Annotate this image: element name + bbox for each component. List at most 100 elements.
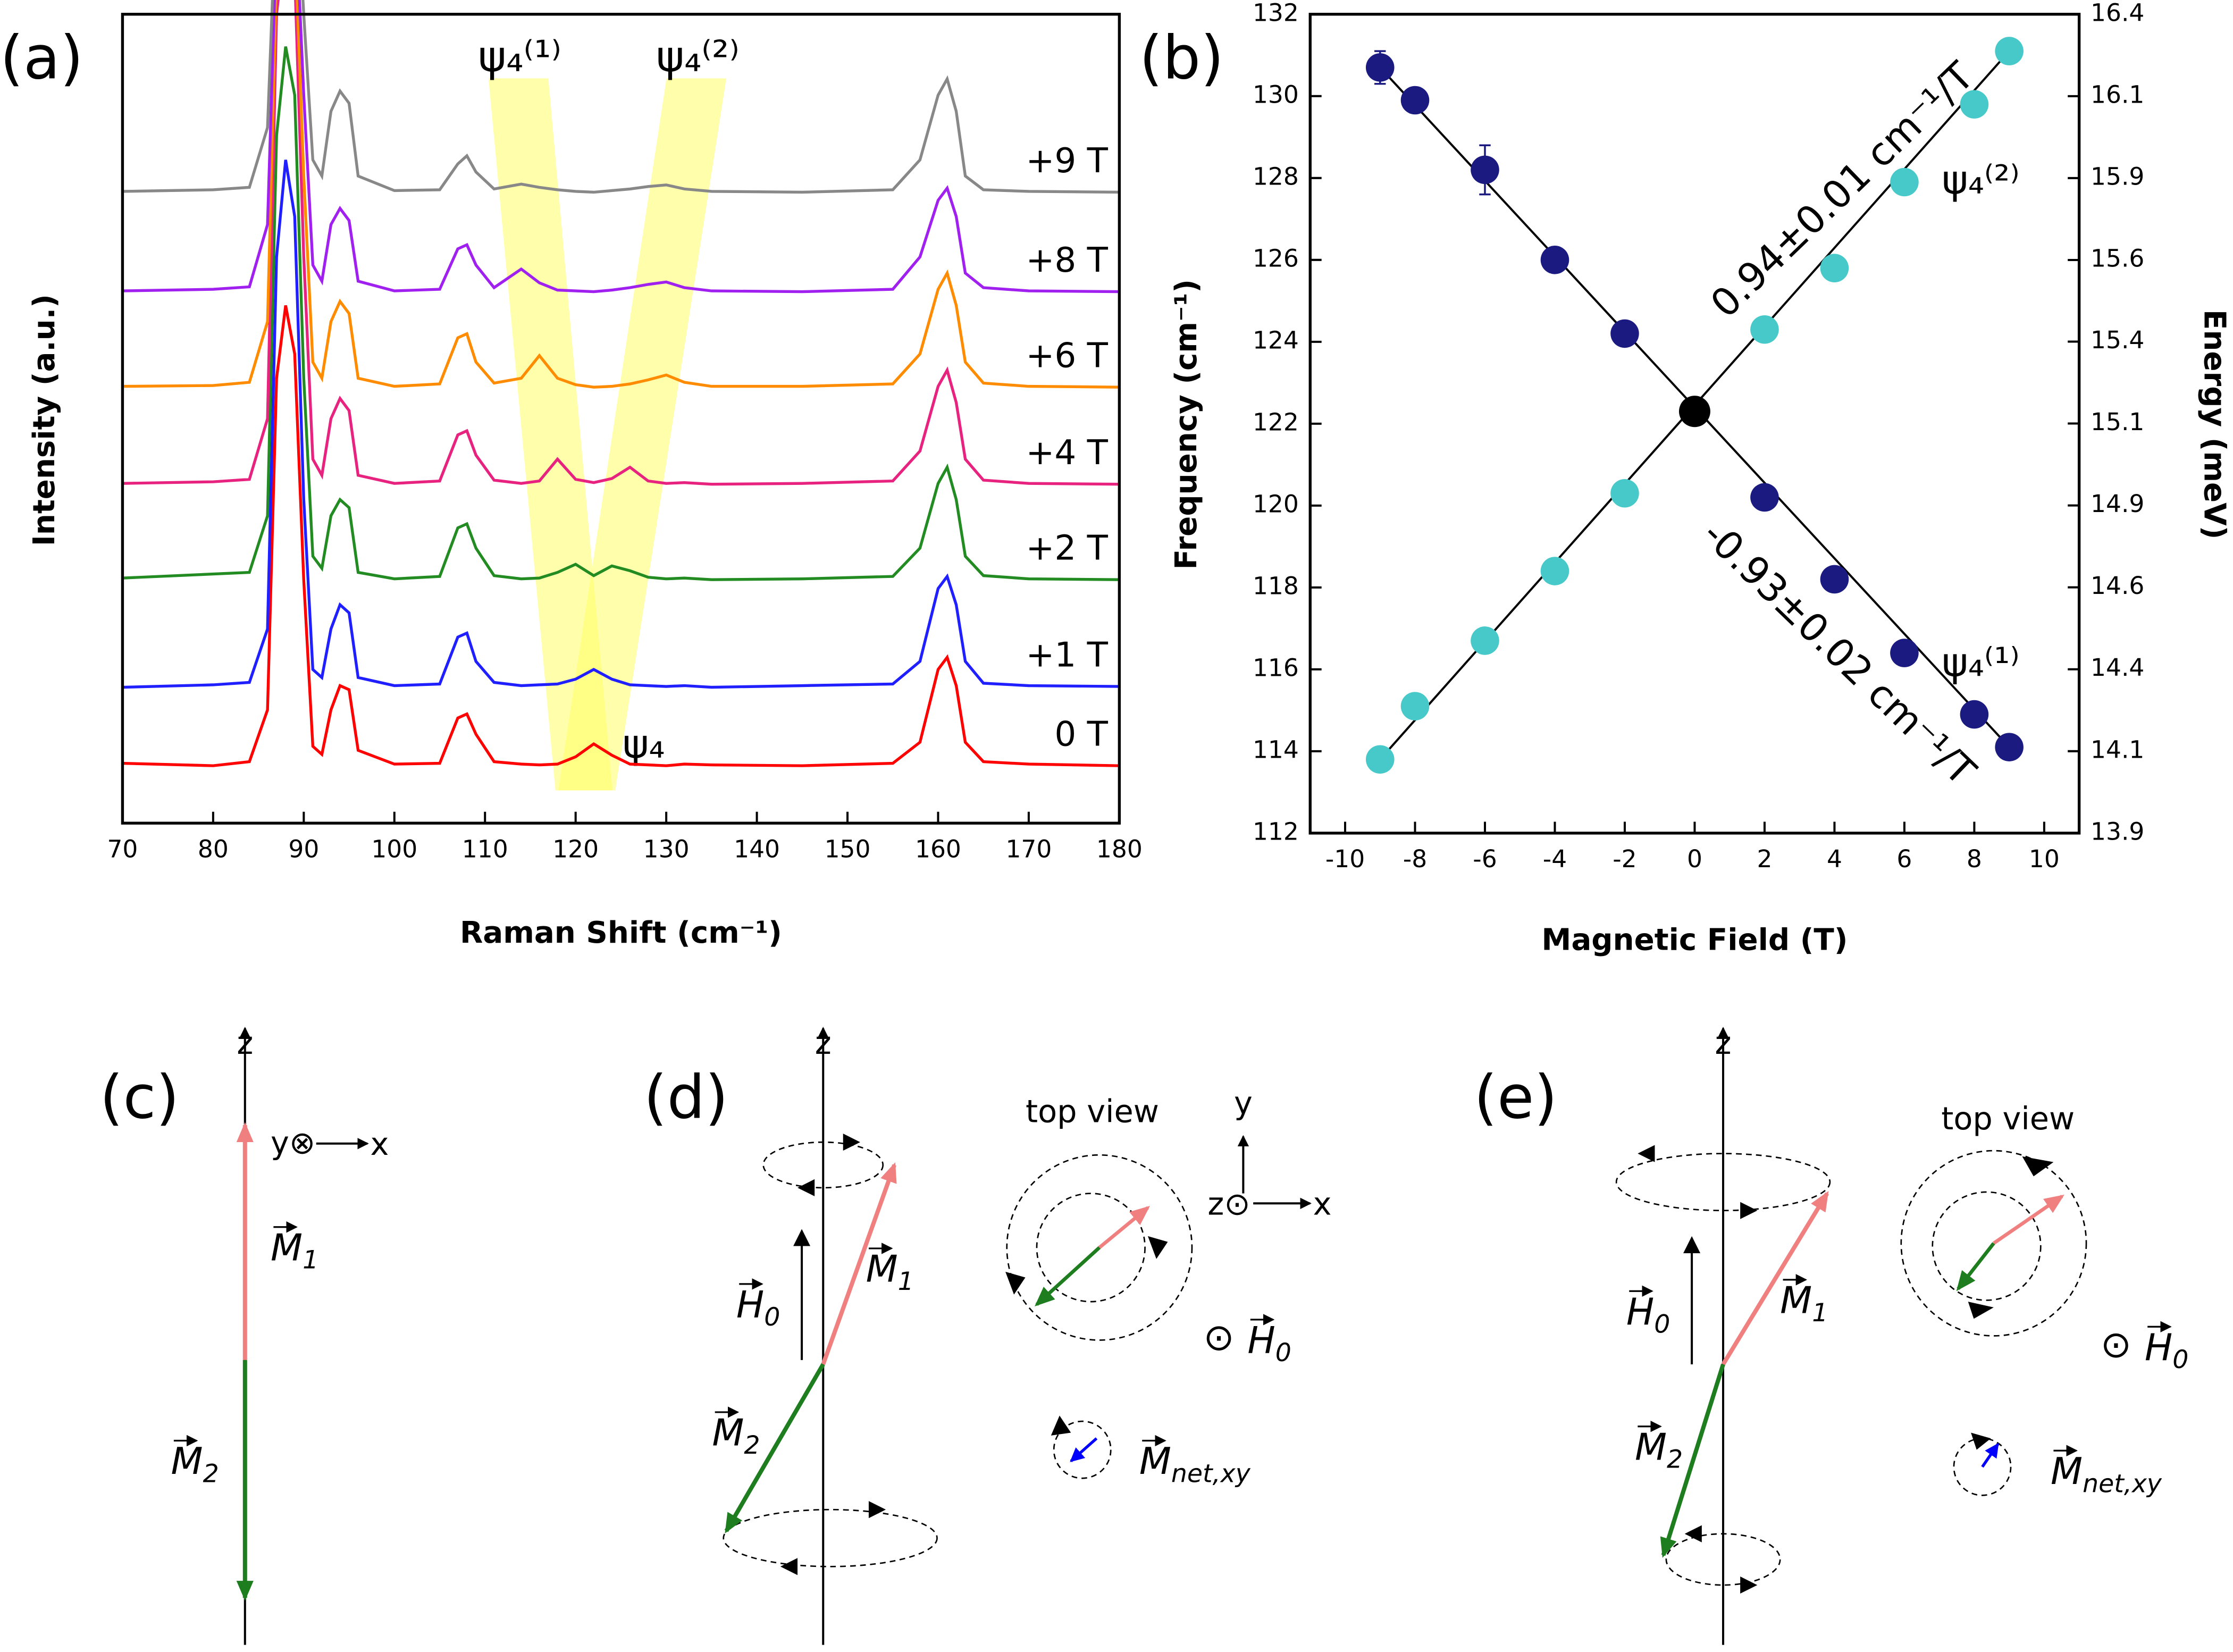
data-point <box>1400 86 1430 115</box>
spectrum-line <box>122 46 1120 581</box>
panel-label: (b) <box>1139 23 1224 93</box>
data-point <box>1960 90 1989 119</box>
x-tick-label: 110 <box>462 835 508 863</box>
x-tick-label: 140 <box>734 835 780 863</box>
axis-label: z <box>815 1025 832 1061</box>
m2-arrow <box>1956 1242 1995 1292</box>
x-tick-label: -4 <box>1543 845 1567 873</box>
x-tick-label: -10 <box>1325 845 1365 873</box>
vector-subscript: 1 <box>303 1246 318 1275</box>
axis-label: z⊙ <box>1207 1186 1250 1222</box>
vector-subscript: 0 <box>1654 1310 1670 1339</box>
caption: top view <box>1026 1093 1159 1130</box>
vector-symbol: M <box>171 1440 203 1483</box>
series-label: +1 T <box>1026 635 1109 675</box>
vector-label: Mnet,xy <box>2051 1450 2162 1498</box>
diagram-d: (d) z H0 M1 M2 top view y x z⊙ ⊙ H0 Mnet… <box>644 1025 1332 1645</box>
axis-label: z <box>237 1025 253 1061</box>
y-tick-label: 124 <box>1253 326 1299 354</box>
y2-tick-label: 14.1 <box>2091 735 2144 764</box>
mnet-arrow <box>1070 1437 1098 1463</box>
spectrum-line <box>122 0 1120 194</box>
series-label: +6 T <box>1026 336 1109 376</box>
x-axis-title: Raman Shift (cm⁻¹) <box>460 916 782 950</box>
annotation: ψ₄ <box>623 720 665 767</box>
m2-arrow <box>1035 1246 1101 1307</box>
x-tick-label: -2 <box>1613 845 1636 873</box>
vector-subscript: net,xy <box>2083 1469 2162 1498</box>
data-point <box>1610 479 1639 508</box>
axis-label: x <box>1313 1186 1332 1222</box>
vector-symbol: H <box>1247 1319 1275 1362</box>
precession-ellipse <box>1615 1153 1831 1212</box>
vector-subscript: 0 <box>2172 1345 2188 1374</box>
axis-label: y⊗ <box>271 1125 315 1161</box>
x-tick-label: 180 <box>1096 835 1143 863</box>
axis-label: x <box>370 1126 389 1162</box>
orbit <box>1006 1154 1193 1341</box>
rotation-arrowheads <box>780 1134 886 1575</box>
vector-label: H0 <box>2145 1326 2188 1374</box>
y-tick-label: 112 <box>1253 817 1299 845</box>
rotation-arrowheads <box>1971 1432 1991 1450</box>
vector-subscript: 2 <box>1667 1445 1683 1474</box>
vector-label: Mnet,xy <box>1139 1440 1251 1488</box>
y-axis-title: Frequency (cm⁻¹) <box>1169 279 1204 569</box>
data-point <box>1750 315 1779 344</box>
series-label: ψ₄⁽²⁾ <box>1942 156 2019 203</box>
data-point <box>1610 319 1639 348</box>
vector-label: M2 <box>1635 1425 1683 1474</box>
data-point <box>1678 396 1710 427</box>
series-label: +2 T <box>1026 529 1109 568</box>
spectrum-line <box>122 0 1120 389</box>
vector-subscript: 0 <box>764 1303 780 1332</box>
x-tick-label: 130 <box>643 835 690 863</box>
precession-ellipse <box>723 1508 938 1567</box>
data-point <box>1471 626 1499 655</box>
panel-label: (e) <box>1474 1063 1557 1133</box>
m1-arrow <box>1993 1194 2064 1245</box>
y-tick-label: 118 <box>1253 572 1299 600</box>
vector-symbol: M <box>1635 1425 1667 1469</box>
vector-label: M2 <box>712 1412 760 1460</box>
vector-symbol: M <box>1139 1440 1171 1483</box>
y2-tick-label: 16.4 <box>2091 0 2144 27</box>
series-label: ψ₄⁽¹⁾ <box>1942 639 2019 685</box>
series-group <box>122 0 1120 767</box>
y-tick-label: 128 <box>1253 162 1299 190</box>
vector-symbol: H <box>2145 1326 2172 1369</box>
x-tick-label: 10 <box>2029 845 2060 873</box>
x-tick-label: 80 <box>198 835 229 863</box>
caption: top view <box>1941 1100 2075 1137</box>
vector-subscript: 0 <box>1275 1338 1291 1368</box>
m1-arrow <box>1721 1190 1829 1366</box>
x-tick-label: 4 <box>1827 845 1842 873</box>
panel-label: (d) <box>644 1063 728 1133</box>
vector-symbol: H <box>1626 1290 1654 1334</box>
vector-label: M1 <box>271 1226 318 1274</box>
annotation: ψ₄⁽²⁾ <box>656 31 740 81</box>
y2-tick-label: 15.6 <box>2091 245 2144 273</box>
annotation: 0.94±0.01 cm⁻¹/T <box>1702 54 1983 326</box>
vector-symbol: M <box>712 1412 744 1455</box>
vector-subscript: net,xy <box>1171 1460 1251 1489</box>
data-point <box>1400 692 1430 720</box>
data-point <box>1471 155 1499 185</box>
orbit <box>1036 1193 1146 1303</box>
y2-tick-label: 16.1 <box>2091 80 2144 108</box>
x-tick-label: 100 <box>371 835 417 863</box>
series-label: +9 T <box>1026 141 1109 181</box>
orbit <box>1053 1420 1112 1479</box>
rotation-arrowheads <box>1051 1415 1071 1436</box>
plot-frame <box>1308 13 2081 835</box>
vector-symbol: H <box>736 1284 764 1327</box>
y-tick-label: 116 <box>1253 653 1299 682</box>
x-tick-label: 120 <box>552 835 599 863</box>
data-point <box>1890 639 1919 667</box>
y2-tick-label: 14.4 <box>2091 653 2144 682</box>
highlight-band <box>488 78 612 791</box>
diagram-c: (c) z y⊗ x M1 M2 <box>100 1025 389 1645</box>
x-tick-label: 150 <box>825 835 871 863</box>
y-tick-label: 130 <box>1253 80 1299 108</box>
